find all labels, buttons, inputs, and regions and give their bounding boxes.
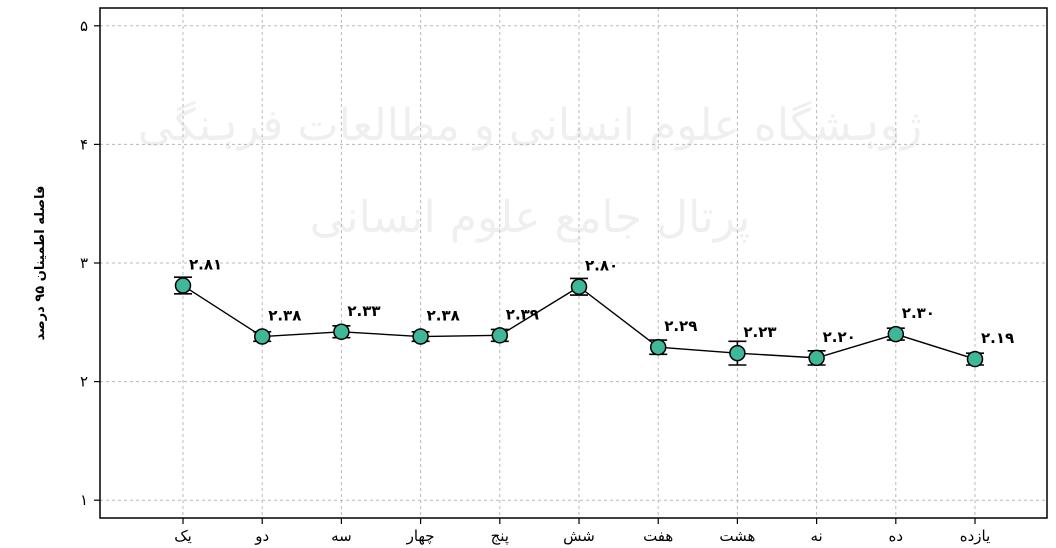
series: ٢.٨١ ٢.٣٨ ٢.٣٣ ٢.٣٨ ٢.٣٩ ٢.٨٠ ٢.٢٩ ٢.٢٣ ٢.٢٠ ٢.٣٠… bbox=[174, 256, 1014, 367]
y-axis: ١ ٢ ٣ ۴ ۵ bbox=[80, 17, 100, 509]
grid bbox=[100, 8, 1047, 518]
data-label: ٢.٣٣ bbox=[347, 302, 380, 320]
data-label: ٢.٢٠ bbox=[823, 328, 856, 346]
data-label: ٢.٨٠ bbox=[585, 257, 618, 275]
data-label: ٢.٣٠ bbox=[902, 304, 935, 322]
y-axis-label: فاصله اطمینان ۹۵ درصد bbox=[33, 186, 48, 341]
x-tick-label: چهار bbox=[406, 527, 435, 545]
y-tick-label: ٣ bbox=[80, 254, 88, 272]
x-tick-label: دو bbox=[254, 527, 269, 545]
data-point bbox=[176, 278, 191, 293]
data-point bbox=[413, 329, 428, 344]
data-label: ٢.٨١ bbox=[189, 256, 222, 274]
data-point bbox=[888, 327, 903, 342]
data-label: ٢.٣٨ bbox=[268, 307, 301, 325]
y-tick-label: ١ bbox=[80, 491, 88, 509]
data-label: ٢.٢٩ bbox=[664, 317, 697, 335]
data-point bbox=[809, 350, 824, 365]
data-label: ٢.٢٣ bbox=[743, 323, 776, 341]
x-tick-label: ده bbox=[889, 527, 904, 545]
data-point bbox=[730, 346, 745, 361]
y-tick-label: ۵ bbox=[80, 17, 88, 35]
data-point bbox=[968, 352, 983, 367]
x-tick-label: یک bbox=[174, 527, 192, 545]
data-point bbox=[651, 340, 666, 355]
data-label: ٢.١٩ bbox=[981, 329, 1014, 347]
data-point bbox=[492, 328, 507, 343]
x-tick-label: یازده bbox=[960, 527, 991, 545]
data-label: ٢.٣٩ bbox=[506, 305, 539, 323]
data-point bbox=[572, 279, 587, 294]
data-label: ٢.٣٨ bbox=[427, 307, 460, 325]
data-point bbox=[255, 329, 270, 344]
data-point bbox=[334, 324, 349, 339]
y-tick-label: ٢ bbox=[80, 373, 88, 391]
watermark-line2: پرتال جامع علوم انسانی bbox=[310, 192, 751, 243]
x-axis: یک دو سه چهار پنج شش هفت هشت نه ده یازده bbox=[174, 518, 990, 546]
watermark-line1: ژوہشگاه علوم انسانی و مطالعات فرہنگی bbox=[138, 100, 922, 151]
x-tick-label: نه bbox=[810, 527, 822, 545]
y-tick-label: ۴ bbox=[80, 135, 88, 153]
x-tick-label: هشت bbox=[719, 527, 755, 545]
x-tick-label: سه bbox=[331, 527, 352, 545]
x-tick-label: هفت bbox=[643, 527, 673, 545]
x-tick-label: پنج bbox=[491, 527, 509, 546]
watermark: ژوہشگاه علوم انسانی و مطالعات فرہنگی پرت… bbox=[138, 100, 922, 243]
x-tick-label: شش bbox=[563, 527, 595, 545]
